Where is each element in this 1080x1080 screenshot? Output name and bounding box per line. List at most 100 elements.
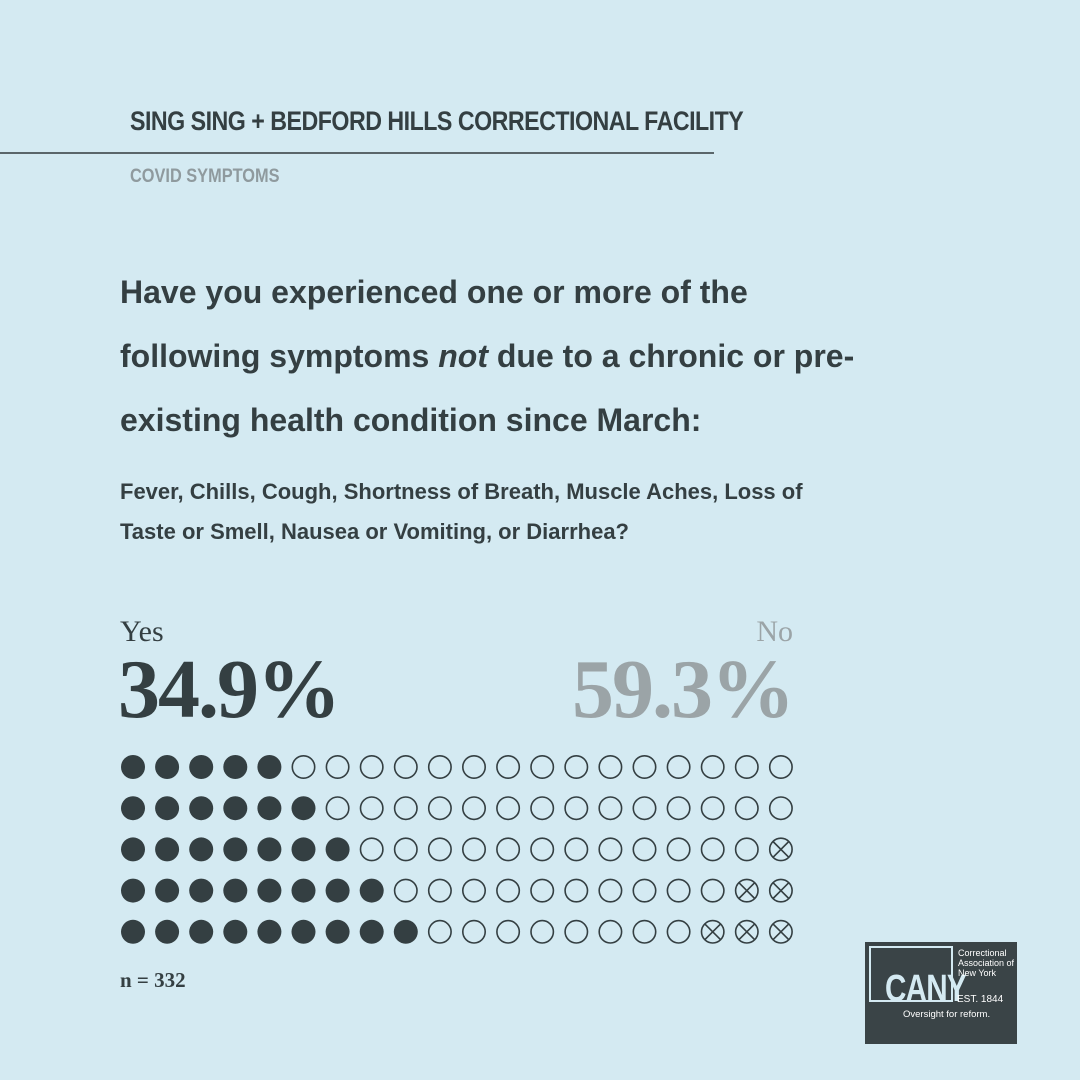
symptoms: Fever, Chills, Cough, Shortness of Breat… [120, 479, 803, 544]
title: SING SING + BEDFORD HILLS CORRECTIONAL F… [130, 106, 744, 136]
logo-tagline: Oversight for reform. [903, 1009, 991, 1020]
dot [700, 837, 725, 862]
dot [325, 878, 350, 903]
logo-box [869, 946, 953, 1002]
dot [155, 755, 180, 779]
dot [461, 796, 486, 821]
dot [768, 878, 793, 903]
logo-est: EST. 1844 [957, 994, 1004, 1005]
dot-cross [738, 923, 756, 941]
question-text: due to a chronic or pre-existing health … [120, 338, 855, 438]
dot [223, 796, 248, 821]
dot [461, 755, 486, 779]
dot [427, 796, 452, 821]
dot [700, 919, 725, 944]
dot [291, 878, 316, 903]
question-text: Have you experienced one or more of the … [120, 274, 748, 374]
dot [155, 919, 180, 944]
legend-label: Yes [120, 615, 164, 648]
dot [393, 796, 418, 821]
dot [359, 837, 384, 862]
dot [734, 796, 759, 821]
dot [121, 755, 145, 779]
dot-cross [704, 923, 722, 941]
dot [359, 878, 384, 903]
dot [427, 878, 452, 903]
dot [155, 796, 180, 821]
dot [359, 796, 384, 821]
dot [734, 837, 759, 862]
dot [359, 755, 384, 779]
dot [496, 878, 521, 903]
dot [291, 755, 316, 779]
dot [734, 755, 759, 779]
dot [734, 878, 759, 903]
dot [496, 796, 521, 821]
dot [564, 919, 589, 944]
dot [666, 878, 691, 903]
dot [700, 755, 725, 779]
question-emphasis: not [438, 338, 488, 374]
dot [632, 919, 657, 944]
dot [223, 919, 248, 944]
dot [155, 837, 180, 862]
dot [427, 837, 452, 862]
dot [666, 837, 691, 862]
dot [598, 755, 623, 779]
dot [121, 878, 145, 903]
dot [530, 755, 555, 779]
dot [325, 796, 350, 821]
dot [768, 919, 793, 944]
dot [632, 878, 657, 903]
logo-name: Correctional Association of New York [958, 948, 1015, 978]
dot [564, 837, 589, 862]
dot [393, 919, 418, 944]
dot [325, 837, 350, 862]
value-label: 34.9% [118, 643, 341, 736]
dot [461, 919, 486, 944]
dot [496, 919, 521, 944]
dot [189, 919, 214, 944]
dot [121, 796, 145, 821]
dot [734, 919, 759, 944]
dot [530, 837, 555, 862]
logo: CANY Correctional Association of New Yor… [865, 942, 1017, 1044]
dot [598, 796, 623, 821]
dot [257, 755, 282, 779]
dot [257, 837, 282, 862]
dot [666, 919, 691, 944]
dot [598, 837, 623, 862]
dot [598, 919, 623, 944]
dot [700, 878, 725, 903]
dot [598, 878, 623, 903]
dot [768, 755, 793, 779]
sample-size: n = 332 [120, 968, 186, 992]
dot [325, 919, 350, 944]
dot [530, 796, 555, 821]
dot [632, 755, 657, 779]
dot [189, 837, 214, 862]
dot [496, 837, 521, 862]
dot [427, 919, 452, 944]
dot [461, 878, 486, 903]
dot [223, 755, 248, 779]
dot [257, 796, 282, 821]
question: Have you experienced one or more of the … [120, 260, 860, 452]
dot [632, 796, 657, 821]
dot [257, 919, 282, 944]
legend-label: No [756, 615, 793, 648]
dot [564, 878, 589, 903]
dot [257, 878, 282, 903]
dot-cross [772, 841, 790, 858]
subtitle: COVID SYMPTOMS [130, 166, 280, 187]
dot [393, 755, 418, 779]
dot [530, 919, 555, 944]
dot [121, 837, 145, 862]
dot-cross [772, 923, 790, 941]
dot [564, 796, 589, 821]
dot [291, 837, 316, 862]
value-label: 59.3% [572, 643, 795, 736]
dot [768, 837, 793, 862]
dot [700, 796, 725, 821]
dot-cross [772, 882, 790, 899]
